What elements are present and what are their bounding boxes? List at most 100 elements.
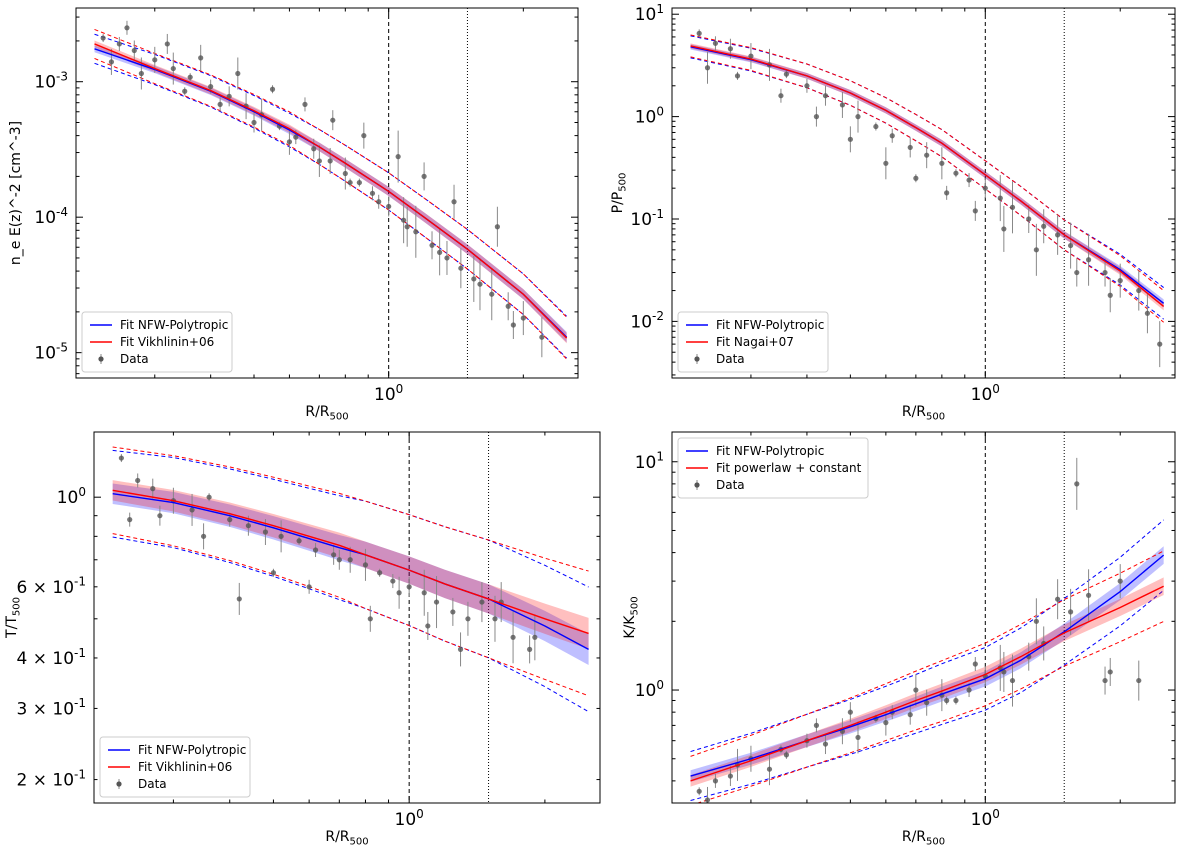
data-point — [944, 190, 950, 196]
data-point — [164, 41, 170, 47]
data-point — [982, 185, 988, 191]
data-point — [1157, 341, 1163, 347]
data-point — [847, 709, 853, 715]
data-point — [200, 533, 207, 539]
data-point — [170, 65, 176, 72]
legend-label: Data — [716, 478, 745, 492]
data-point — [347, 557, 353, 563]
data-point — [1117, 278, 1123, 284]
data-point — [316, 158, 322, 164]
envelope-lower — [696, 620, 1164, 803]
data-point — [783, 71, 790, 77]
data-point — [421, 173, 427, 179]
data-point — [157, 513, 163, 519]
data-point — [336, 557, 342, 563]
data-point — [477, 281, 483, 287]
band-fit-vikhlinin-06 — [112, 480, 589, 650]
data-point — [124, 25, 130, 31]
data-point — [138, 70, 144, 77]
y-axis-label: n_e E(z)^-2 [cm^-3] — [8, 121, 24, 265]
data-point — [131, 47, 137, 54]
data-point — [712, 40, 719, 46]
data-point — [1026, 216, 1032, 222]
data-point — [421, 590, 427, 596]
envelope-upper — [690, 34, 1164, 292]
y-tick-label: 6 × 10-1 — [17, 575, 86, 598]
y-tick-label: 10-2 — [630, 309, 664, 332]
data-point — [118, 455, 124, 461]
legend-label: Data — [120, 352, 149, 366]
x-tick-label: 100 — [971, 382, 1000, 405]
data-point — [406, 584, 412, 590]
data-point — [494, 224, 500, 230]
data-point — [489, 291, 495, 297]
envelope-upper — [690, 519, 1164, 753]
envelope-lower — [690, 56, 1164, 323]
x-axis-label: R/R500 — [902, 404, 945, 423]
data-point — [924, 152, 930, 158]
data-point — [377, 570, 383, 576]
data-point — [1001, 669, 1007, 675]
data-point — [465, 616, 471, 622]
data-point — [1055, 232, 1061, 238]
data-point — [778, 93, 784, 99]
data-point — [855, 114, 861, 120]
data-point — [813, 722, 820, 728]
data-point — [116, 41, 122, 47]
data-point — [367, 616, 373, 622]
data-point — [376, 199, 382, 205]
data-point — [813, 114, 820, 120]
legend-swatch — [116, 781, 122, 787]
data-point — [972, 661, 978, 667]
data-point — [217, 101, 223, 107]
legend: Fit NFW-Polytropic Fit Vikhlinin+06 Data — [99, 736, 251, 798]
data-point — [696, 788, 702, 794]
data-point — [839, 102, 846, 108]
data-point — [907, 144, 913, 151]
legend-label: Fit NFW-Polytropic — [138, 743, 246, 757]
data-point — [704, 65, 711, 71]
data-point — [396, 590, 402, 596]
data-point — [306, 584, 312, 590]
data-point — [953, 697, 959, 704]
data-point — [1033, 618, 1039, 624]
data-point — [429, 242, 435, 248]
legend-label: Data — [138, 777, 167, 791]
envelope-lower — [94, 58, 568, 360]
legend-swatch — [98, 356, 104, 362]
data-point — [1102, 677, 1108, 684]
band-fit-nagai-07 — [690, 43, 1164, 311]
data-point — [712, 778, 719, 784]
data-point — [997, 195, 1003, 201]
legend-box — [677, 311, 829, 373]
data-point — [822, 93, 829, 99]
fit-line-fit-nfw-polytropic — [112, 493, 589, 651]
envelope-lower — [112, 536, 589, 713]
data-point — [727, 773, 734, 779]
legend-label: Fit NFW-Polytropic — [716, 444, 824, 458]
data-point — [1009, 204, 1016, 210]
envelope-upper — [112, 446, 589, 572]
legend-swatch — [694, 482, 700, 488]
y-tick-label: 10-1 — [630, 207, 664, 230]
data-point — [331, 552, 337, 558]
data-point — [198, 55, 204, 61]
data-point — [492, 616, 498, 622]
legend-label: Fit Nagai+07 — [716, 335, 794, 349]
panel-pressure: 100 101 100 10-1 10-2 R/R500 P/P500 Fit NFW-Pol… — [610, 2, 1176, 423]
data-point — [510, 634, 516, 640]
data-point — [296, 538, 302, 544]
data-point — [532, 634, 538, 640]
data-point — [1107, 669, 1113, 675]
envelope-lower — [690, 57, 1164, 320]
legend-box — [99, 736, 251, 798]
x-axis-label: R/R500 — [305, 404, 348, 423]
y-tick-label: 10-3 — [34, 70, 68, 93]
y-axis-label: T/T500 — [4, 597, 23, 639]
data-point — [727, 46, 734, 52]
data-point — [404, 224, 410, 230]
legend-swatch — [694, 356, 700, 362]
fit-line-fit-vikhlinin-06 — [112, 489, 589, 635]
